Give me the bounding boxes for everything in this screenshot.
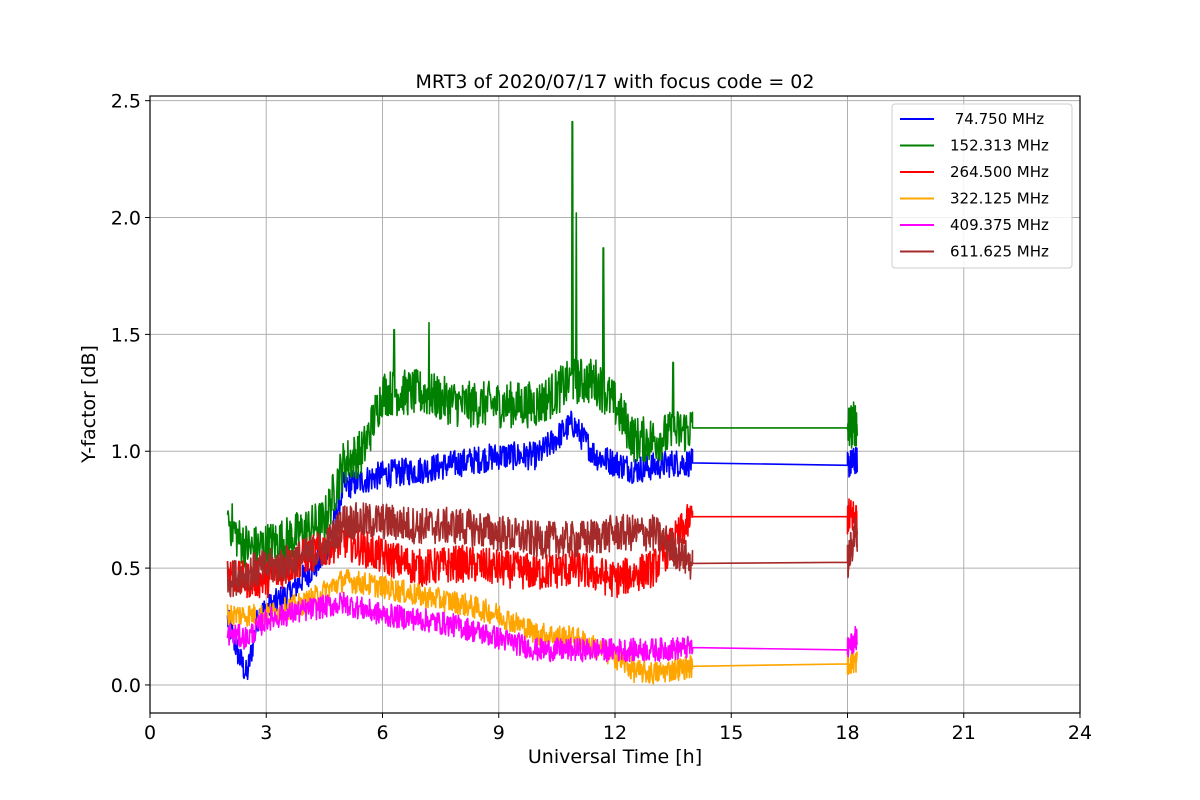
x-tick-label: 0 bbox=[144, 722, 156, 744]
x-tick-label: 18 bbox=[835, 722, 859, 744]
legend-entry: 409.375 MHz bbox=[950, 216, 1049, 234]
y-tick-label: 0.0 bbox=[111, 675, 141, 697]
plot-area bbox=[226, 120, 858, 685]
y-tick-label: 0.5 bbox=[111, 558, 141, 580]
x-axis-label: Universal Time [h] bbox=[528, 746, 702, 768]
y-axis-label: Y-factor [dB] bbox=[78, 345, 100, 464]
series-line bbox=[226, 410, 858, 681]
series-line bbox=[226, 569, 858, 685]
legend-entry: 152.313 MHz bbox=[950, 137, 1049, 155]
series-line bbox=[226, 502, 858, 598]
series-line bbox=[226, 591, 858, 663]
x-tick-label: 15 bbox=[719, 722, 743, 744]
legend-entry: 611.625 MHz bbox=[950, 243, 1049, 261]
y-tick-label: 1.5 bbox=[111, 324, 141, 346]
x-tick-label: 24 bbox=[1068, 722, 1092, 744]
x-tick-label: 21 bbox=[952, 722, 976, 744]
x-tick-label: 12 bbox=[603, 722, 627, 744]
x-tick-label: 3 bbox=[260, 722, 272, 744]
x-tick-label: 9 bbox=[493, 722, 505, 744]
x-tick-label: 6 bbox=[376, 722, 388, 744]
y-tick-label: 2.5 bbox=[111, 91, 141, 113]
legend-entry: 74.750 MHz bbox=[950, 110, 1044, 128]
y-tick-label: 1.0 bbox=[111, 441, 141, 463]
chart-title: MRT3 of 2020/07/17 with focus code = 02 bbox=[416, 71, 815, 93]
legend-entry: 264.500 MHz bbox=[950, 163, 1049, 181]
x-axis: 0 3 6 9 12 15 18 21 24 bbox=[144, 713, 1092, 744]
legend-box bbox=[891, 103, 1073, 269]
legend: 74.750 MHz 152.313 MHz 264.500 MHz 322.125 … bbox=[891, 103, 1073, 269]
series-line bbox=[226, 498, 858, 599]
y-axis: 0.0 0.5 1.0 1.5 2.0 2.5 bbox=[111, 91, 150, 697]
legend-entry: 322.125 MHz bbox=[950, 190, 1049, 208]
y-tick-label: 2.0 bbox=[111, 208, 141, 230]
series-line bbox=[226, 120, 858, 570]
